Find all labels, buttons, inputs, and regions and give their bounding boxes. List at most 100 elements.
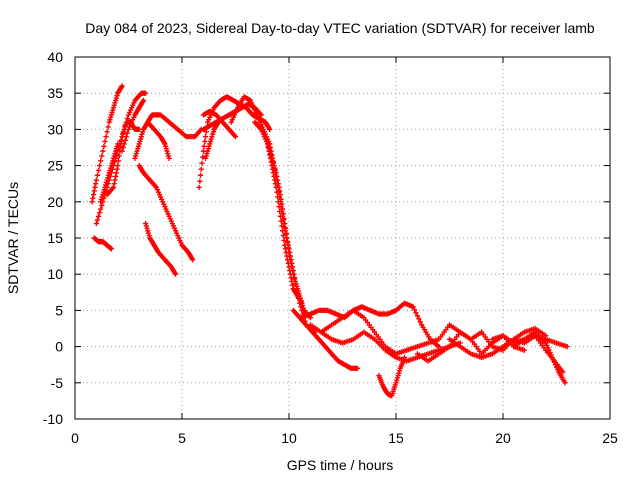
data-point-marker bbox=[94, 172, 101, 178]
x-tick-label: 15 bbox=[388, 430, 404, 446]
data-point-marker bbox=[281, 216, 287, 222]
y-tick-label: -10 bbox=[43, 411, 63, 427]
data-point-marker bbox=[108, 246, 114, 252]
data-point-marker bbox=[143, 90, 149, 96]
data-point-marker bbox=[270, 170, 276, 176]
data-point-marker bbox=[354, 365, 361, 371]
x-tick-label: 10 bbox=[281, 430, 297, 446]
x-tick-label: 0 bbox=[71, 430, 79, 446]
data-point-marker bbox=[104, 129, 110, 135]
data-point-marker bbox=[279, 228, 286, 234]
data-point-marker bbox=[105, 124, 111, 130]
data-point-marker bbox=[284, 253, 290, 259]
data-point-marker bbox=[281, 237, 287, 244]
data-point-marker bbox=[289, 278, 295, 285]
data-point-marker bbox=[280, 211, 286, 217]
data-point-marker bbox=[119, 83, 125, 89]
y-tick-label: 25 bbox=[47, 158, 63, 174]
data-point-marker bbox=[279, 223, 285, 229]
data-point-marker bbox=[282, 246, 289, 252]
chart-title: Day 084 of 2023, Sidereal Day-to-day VTE… bbox=[85, 20, 595, 36]
data-point-marker bbox=[112, 177, 118, 183]
data-point-marker bbox=[292, 281, 299, 287]
data-point-marker bbox=[279, 201, 285, 207]
data-point-marker bbox=[90, 191, 97, 198]
data-point-marker bbox=[199, 160, 205, 166]
data-series-layer bbox=[89, 83, 570, 399]
data-point-marker bbox=[413, 310, 419, 316]
y-tick-label: -5 bbox=[51, 375, 64, 391]
data-point-marker bbox=[201, 143, 207, 149]
x-tick-label: 20 bbox=[495, 430, 511, 446]
axis-ticks bbox=[74, 56, 611, 420]
data-point-marker bbox=[274, 194, 281, 200]
data-point-marker bbox=[198, 166, 204, 172]
data-point-marker bbox=[287, 267, 293, 274]
series-sat-v bbox=[376, 354, 408, 399]
data-point-marker bbox=[282, 220, 288, 227]
x-tick-label: 25 bbox=[602, 430, 618, 446]
data-point-marker bbox=[416, 316, 422, 322]
data-point-marker bbox=[89, 199, 95, 205]
data-point-marker bbox=[272, 181, 279, 187]
data-point-marker bbox=[97, 210, 103, 216]
data-point-marker bbox=[98, 158, 104, 164]
data-point-marker bbox=[277, 208, 283, 215]
data-point-marker bbox=[265, 141, 271, 147]
data-point-marker bbox=[120, 144, 126, 151]
data-point-marker bbox=[101, 143, 107, 149]
data-point-marker bbox=[278, 196, 284, 202]
data-point-marker bbox=[110, 184, 117, 190]
data-point-marker bbox=[282, 242, 288, 248]
data-point-marker bbox=[115, 141, 121, 147]
data-point-marker bbox=[114, 166, 120, 172]
data-point-marker bbox=[232, 134, 239, 140]
data-point-marker bbox=[284, 240, 291, 246]
y-tick-label: 40 bbox=[47, 49, 63, 65]
data-point-marker bbox=[113, 173, 119, 180]
x-tick-labels: 0 5 10 15 20 25 bbox=[71, 430, 618, 446]
data-point-marker bbox=[116, 153, 122, 159]
data-point-marker bbox=[564, 344, 570, 350]
data-point-marker bbox=[123, 134, 129, 140]
data-point-marker bbox=[265, 144, 271, 151]
series-sat-j bbox=[145, 119, 172, 161]
data-point-marker bbox=[269, 163, 275, 169]
data-point-marker bbox=[267, 126, 273, 132]
data-point-marker bbox=[90, 195, 96, 201]
data-point-marker bbox=[93, 181, 99, 187]
data-point-marker bbox=[299, 307, 305, 313]
series-sat-u bbox=[318, 307, 399, 357]
data-point-marker bbox=[99, 153, 105, 159]
data-point-marker bbox=[113, 170, 119, 176]
data-point-marker bbox=[280, 232, 286, 239]
series-sat-i bbox=[143, 220, 179, 277]
data-point-marker bbox=[274, 189, 280, 195]
series-sat-m bbox=[200, 108, 239, 140]
data-point-marker bbox=[100, 148, 106, 154]
series-sat-d bbox=[98, 141, 121, 205]
data-point-marker bbox=[95, 213, 102, 219]
data-point-marker bbox=[276, 204, 282, 210]
data-point-marker bbox=[111, 181, 117, 187]
data-point-marker bbox=[267, 152, 273, 158]
data-point-marker bbox=[277, 213, 284, 219]
data-point-marker bbox=[93, 220, 99, 227]
data-point-marker bbox=[278, 218, 284, 224]
data-point-marker bbox=[283, 249, 289, 256]
data-point-marker bbox=[298, 304, 304, 310]
data-point-marker bbox=[92, 184, 98, 190]
y-tick-labels: -10 -5 0 5 10 15 20 25 30 35 40 bbox=[43, 49, 63, 427]
data-point-marker bbox=[401, 354, 408, 361]
data-point-marker bbox=[272, 177, 278, 183]
data-point-marker bbox=[286, 264, 292, 270]
data-point-marker bbox=[166, 155, 172, 161]
data-point-marker bbox=[285, 245, 291, 251]
data-point-marker bbox=[115, 163, 121, 169]
data-point-marker bbox=[269, 166, 276, 172]
data-point-marker bbox=[267, 155, 274, 161]
data-point-marker bbox=[94, 217, 101, 223]
series-sat-n bbox=[202, 119, 221, 161]
data-point-marker bbox=[121, 141, 127, 147]
